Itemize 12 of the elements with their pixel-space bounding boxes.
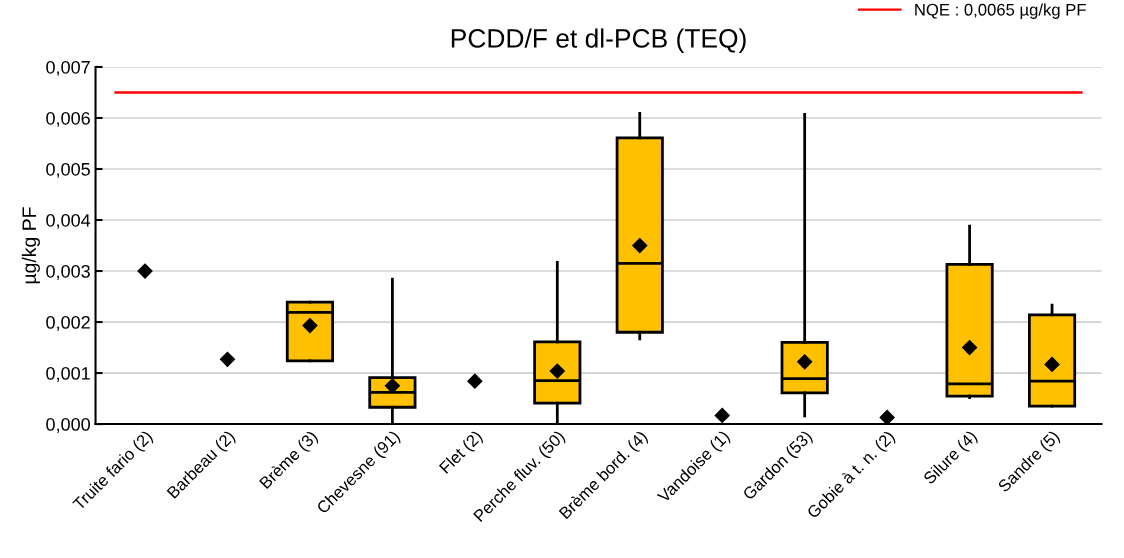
y-tick-label: 0,003	[46, 264, 90, 280]
y-axis-title: µg/kg PF	[21, 207, 40, 284]
y-tick-label: 0,007	[46, 60, 90, 76]
y-tick-label: 0,000	[46, 418, 90, 433]
y-tick-label: 0,005	[46, 162, 90, 178]
legend-label: NQE : 0,0065 µg/kg PF	[915, 3, 1086, 19]
y-tick-label: 0,004	[46, 213, 91, 229]
chart-title: PCDD/F et dl-PCB (TEQ)	[451, 28, 746, 53]
y-tick-label: 0,002	[46, 315, 90, 331]
y-tick-label: 0,001	[46, 367, 90, 382]
y-tick-label: 0,006	[46, 111, 90, 127]
x-tick-label: Flet (2)	[438, 429, 486, 477]
